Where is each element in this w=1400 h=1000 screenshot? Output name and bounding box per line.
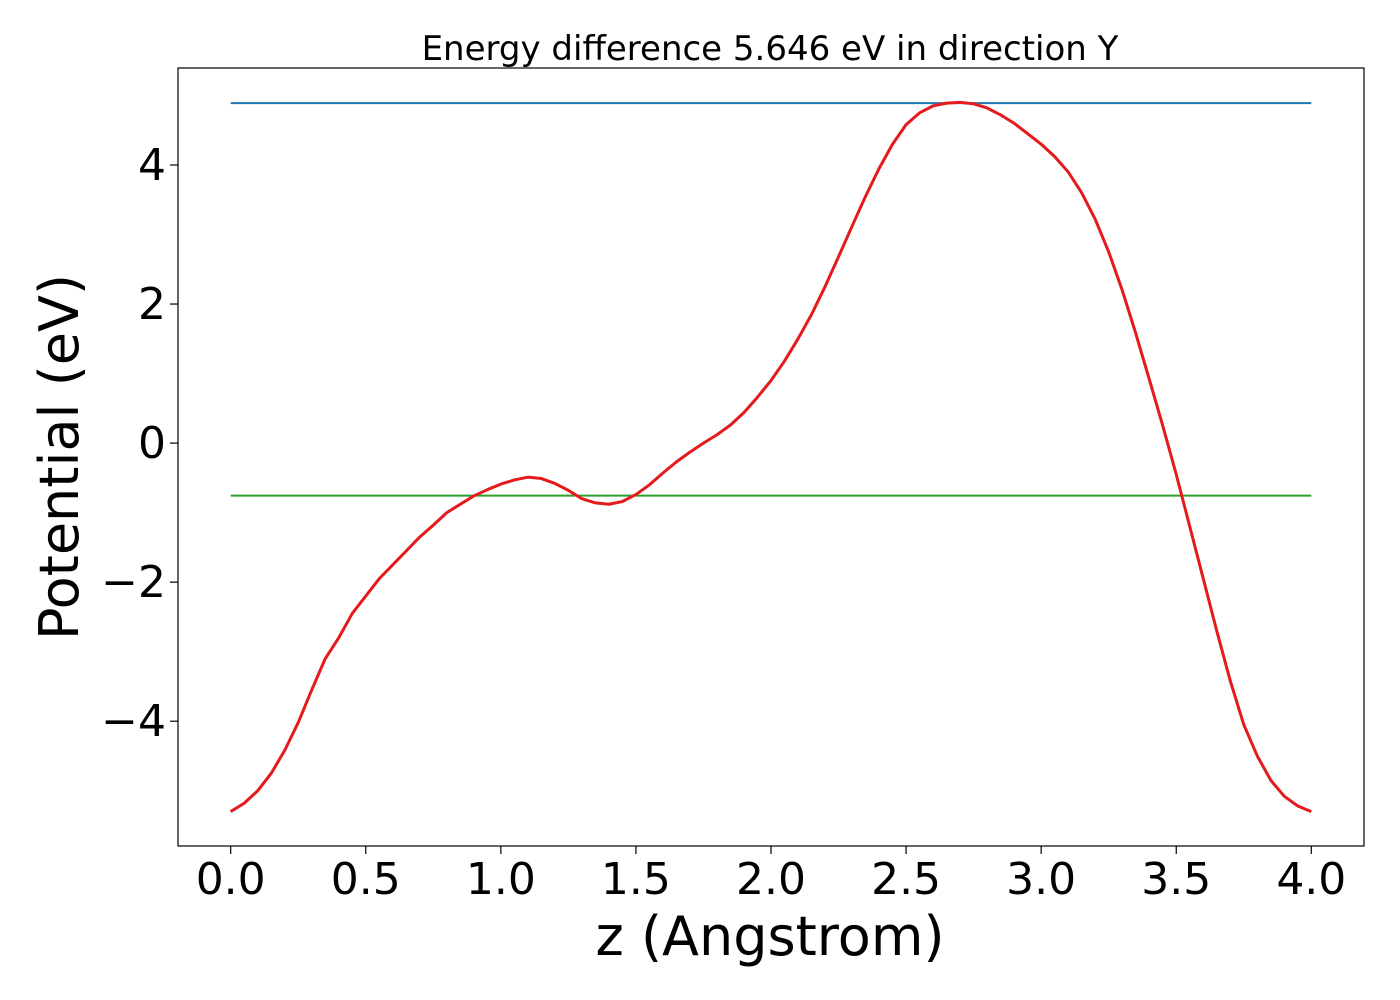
x-tick-label: 2.5 (871, 854, 941, 905)
y-tick-label: −2 (101, 557, 166, 608)
x-tick-label: 1.0 (466, 854, 536, 905)
x-tick-label: 0.5 (331, 854, 401, 905)
chart-title: Energy difference 5.646 eV in direction … (422, 29, 1119, 69)
x-tick-label: 0.0 (196, 854, 266, 905)
y-tick-label: −4 (101, 696, 166, 747)
plot-frame (177, 67, 1365, 847)
y-tick-label: 4 (138, 140, 166, 191)
x-tick-label: 1.5 (601, 854, 671, 905)
x-axis-label: z (Angstrom) (595, 905, 944, 968)
x-tick-label: 4.0 (1276, 854, 1346, 905)
y-axis-label: Potential (eV) (28, 274, 91, 640)
plot-lines (229, 100, 1312, 813)
x-tick-label: 2.0 (736, 854, 806, 905)
x-tick-label: 3.0 (1006, 854, 1076, 905)
y-axis-ticks: −4 −2 0 2 4 (101, 140, 178, 747)
series-line-2 (229, 100, 1312, 813)
x-tick-label: 3.5 (1141, 854, 1211, 905)
x-axis-ticks: 0.0 0.5 1.0 1.5 2.0 2.5 3.0 3.5 4.0 (196, 846, 1346, 905)
y-tick-label: 0 (138, 418, 166, 469)
y-tick-label: 2 (138, 279, 166, 330)
